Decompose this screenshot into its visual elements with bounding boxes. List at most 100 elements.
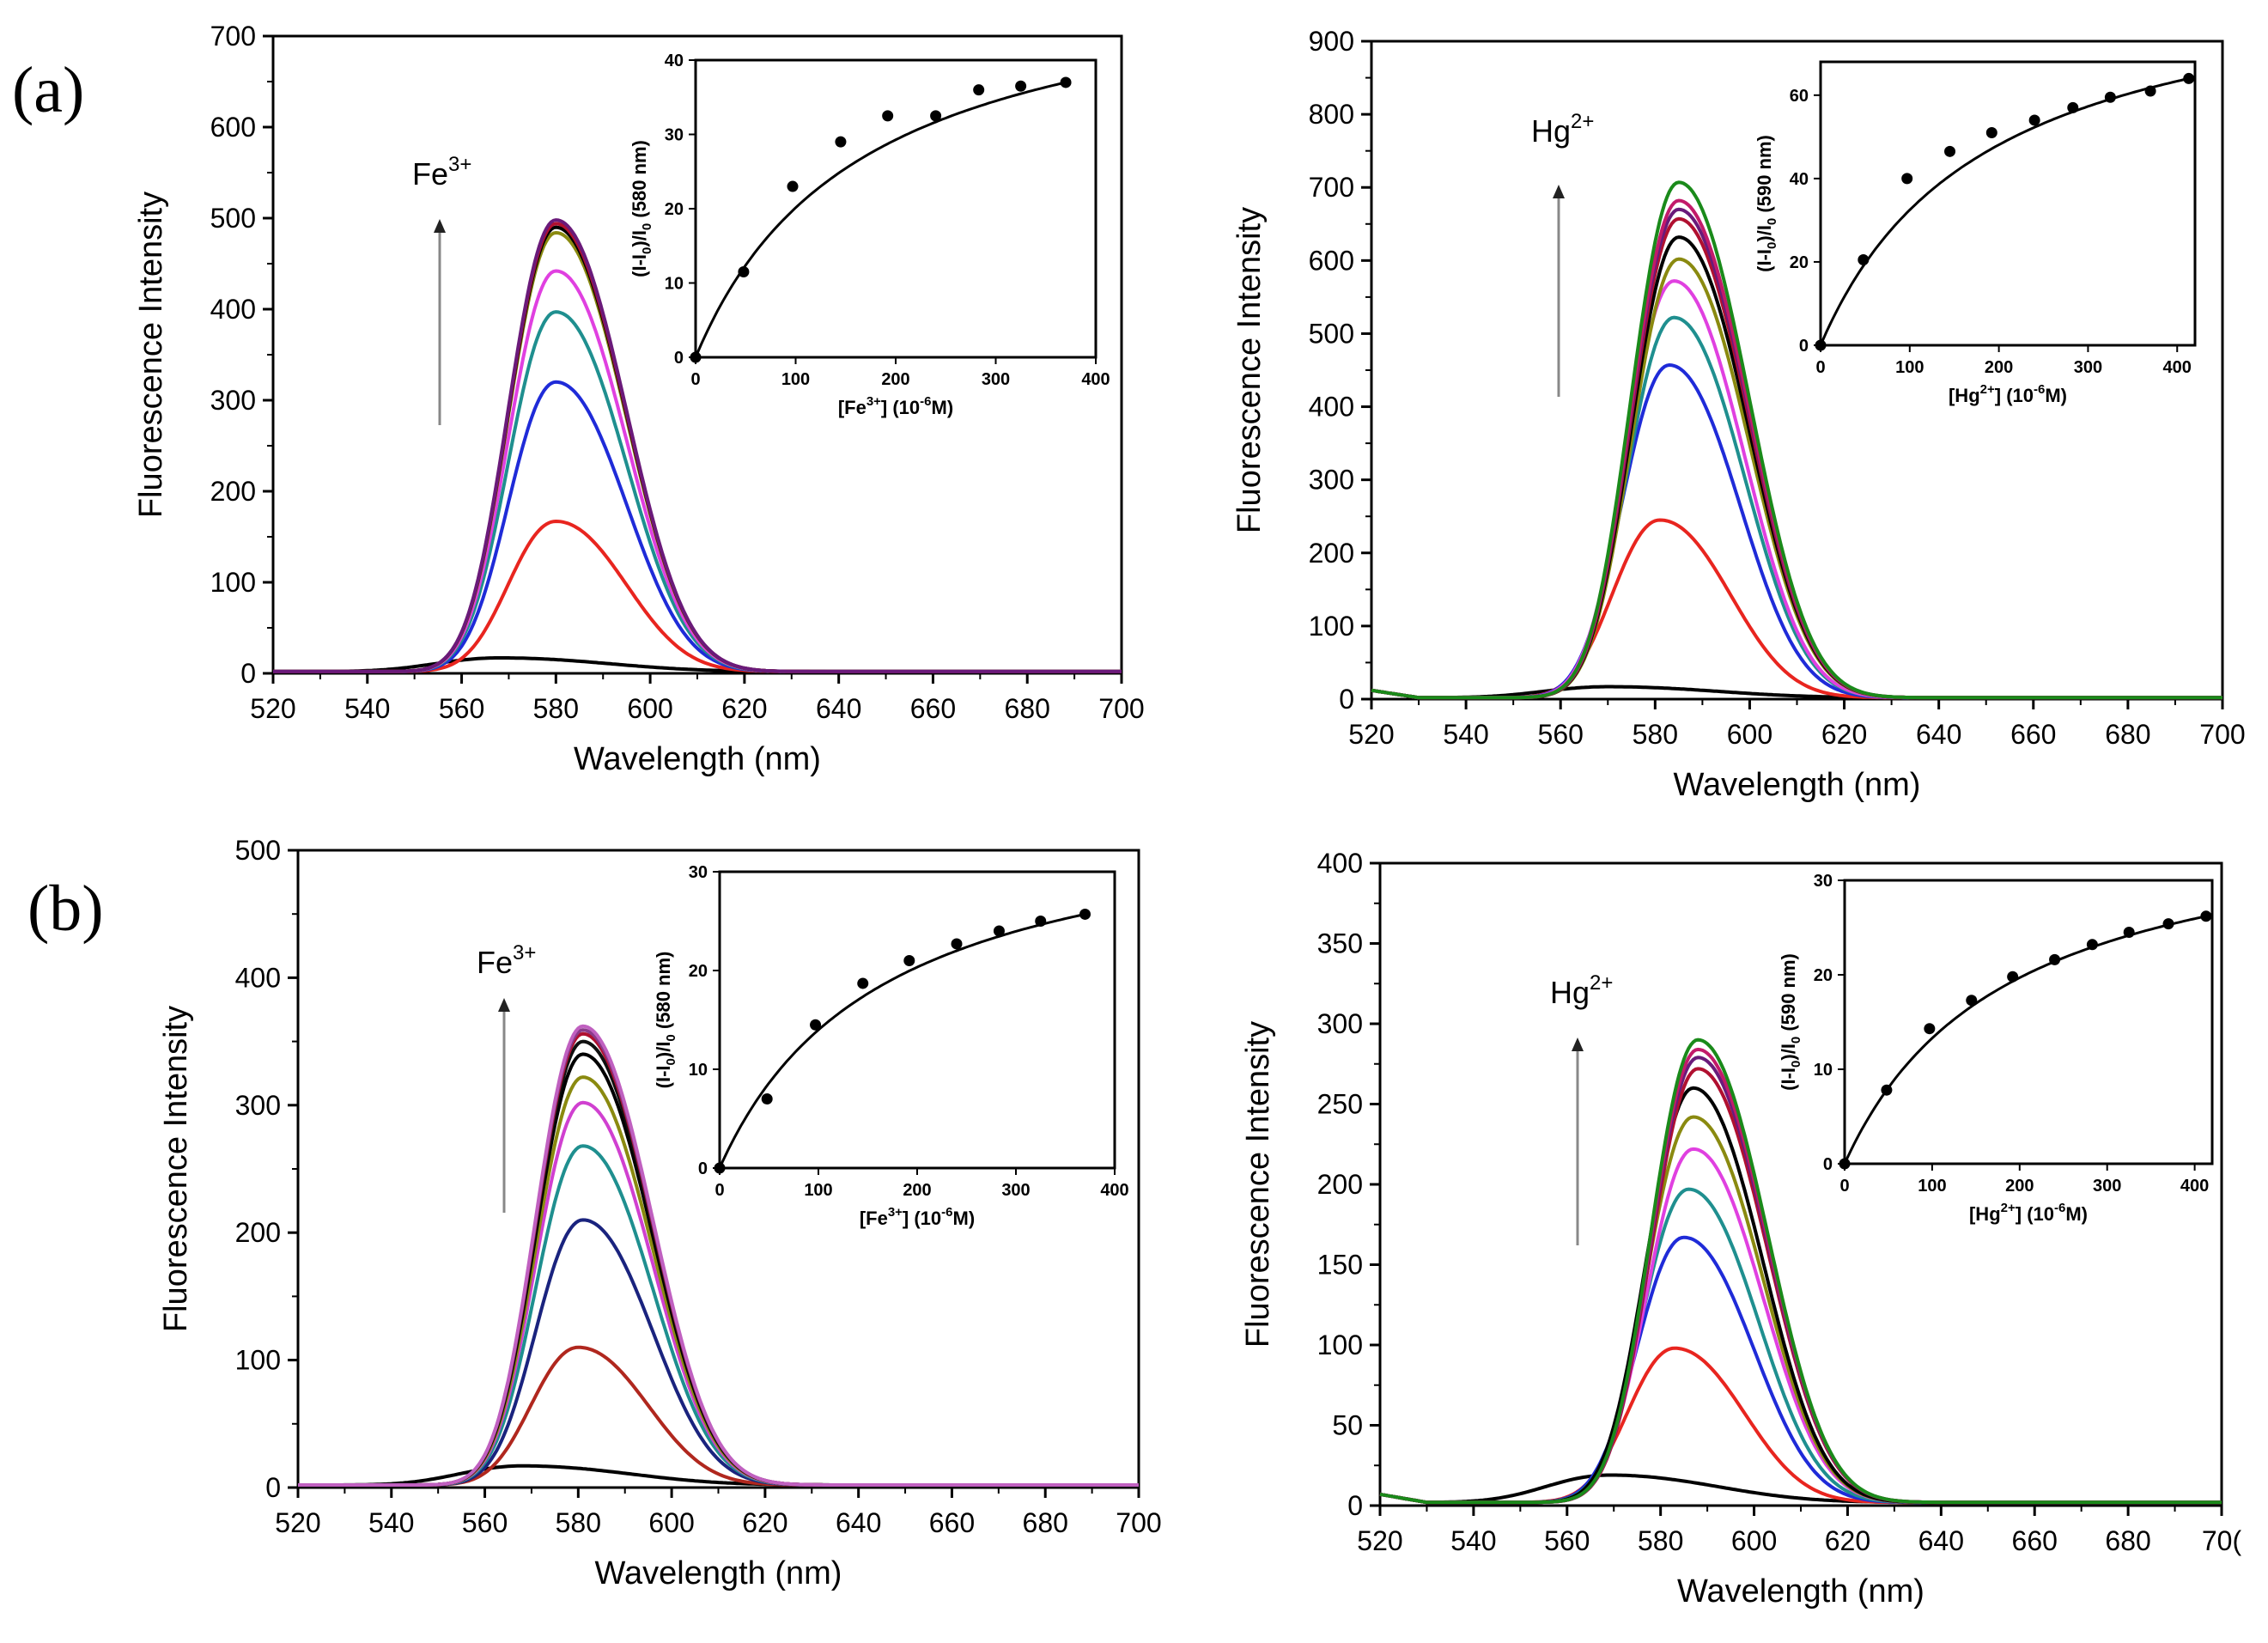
inset-y-tick-label: 30 — [1814, 872, 1833, 891]
x-tick-label: 620 — [742, 1507, 787, 1538]
inset-x-tick-label: 200 — [903, 1181, 931, 1200]
inset-x-tick-label: 200 — [1985, 358, 2013, 377]
y-tick-label: 300 — [210, 385, 256, 416]
x-tick-label: 560 — [1538, 719, 1584, 750]
y-tick-label: 300 — [235, 1090, 281, 1121]
y-tick-label: 300 — [1317, 1008, 1363, 1039]
spectrum-curve — [298, 1024, 1139, 1487]
inset-data-point — [857, 977, 869, 989]
inset-y-tick-label: 10 — [665, 275, 684, 294]
x-tick-label: 640 — [816, 693, 861, 724]
inset-data-point — [2049, 953, 2061, 965]
x-tick-label: 560 — [439, 693, 484, 724]
y-tick-label: 400 — [1317, 848, 1363, 879]
x-tick-label: 580 — [1633, 719, 1678, 750]
x-tick-label: 70( — [2202, 1525, 2242, 1556]
chart-panel-1: 520 540 560 580 600 620 640 660 680 7000100200300… — [133, 21, 1145, 777]
y-tick-label: 700 — [210, 21, 256, 52]
inset-frame — [1843, 879, 2214, 1165]
inset-fit-curve — [694, 80, 1069, 358]
inset-data-point — [2067, 101, 2079, 113]
y-tick-label: 150 — [1317, 1250, 1363, 1281]
inset-frame — [718, 870, 1116, 1170]
chart-panel-4: 520 540 560 580 600 620 640 660 680 70(0501001502… — [1240, 848, 2241, 1610]
spectrum-curve — [1371, 180, 2222, 700]
inset-data-point — [2183, 72, 2195, 84]
inset-frame — [694, 58, 1098, 359]
inset-x-tick-label: 0 — [714, 1181, 724, 1200]
x-tick-label: 680 — [2105, 719, 2150, 750]
chart-panel-3: 520 540 560 580 600 620 640 660 680 7000100200300… — [158, 835, 1162, 1591]
y-tick-label: 500 — [210, 203, 256, 234]
x-tick-label: 580 — [556, 1507, 601, 1538]
inset-x-tick-label: 300 — [982, 370, 1010, 389]
x-tick-label: 540 — [344, 693, 390, 724]
inset-x-axis-title: [Fe3+] (10-6M) — [838, 394, 953, 418]
y-tick-label: 0 — [1347, 1490, 1363, 1521]
inset-data-point — [738, 266, 750, 278]
inset-x-axis-title: [Fe3+] (10-6M) — [860, 1205, 975, 1229]
inset-y-tick-label: 0 — [1799, 337, 1809, 356]
inset-y-axis-title: (I-I0)/I0 (590 nm) — [1754, 135, 1779, 272]
inset-data-point — [1839, 1158, 1851, 1170]
inset-data-point — [2104, 91, 2116, 103]
spectrum-curve — [298, 1345, 1139, 1487]
arrow-head — [498, 998, 510, 1012]
y-tick-label: 600 — [1309, 245, 1354, 276]
inset-data-point — [714, 1162, 726, 1174]
inset-data-point — [903, 955, 915, 966]
y-axis-title: Fluorescence Intensity — [133, 192, 169, 518]
inset-y-tick-label: 20 — [1814, 966, 1833, 985]
panel-label-b: (b) — [27, 873, 104, 945]
spectrum-curve — [273, 218, 1122, 673]
inset-data-point — [930, 110, 942, 122]
inset-data-point — [1079, 908, 1091, 920]
spectrum-curve — [1379, 1038, 2222, 1505]
x-tick-label: 640 — [836, 1507, 881, 1538]
inset-data-point — [1060, 76, 1072, 88]
inset-y-tick-label: 20 — [689, 962, 708, 981]
y-tick-label: 200 — [235, 1217, 281, 1248]
inset-data-point — [2144, 85, 2156, 97]
x-tick-label: 600 — [1727, 719, 1772, 750]
panel-label-a: (a) — [12, 54, 85, 126]
x-tick-label: 660 — [2010, 719, 2056, 750]
inset-frame — [1819, 60, 2197, 347]
y-tick-label: 100 — [210, 567, 256, 598]
y-tick-label: 700 — [1309, 172, 1354, 203]
x-tick-label: 600 — [627, 693, 672, 724]
x-tick-label: 580 — [1638, 1525, 1683, 1556]
arrow-head — [434, 219, 446, 233]
y-tick-label: 200 — [210, 476, 256, 507]
inset-x-tick-label: 300 — [2074, 358, 2102, 377]
y-tick-label: 400 — [210, 294, 256, 325]
x-axis-title: Wavelength (nm) — [1674, 767, 1921, 803]
inset-data-point — [993, 925, 1005, 937]
inset-x-tick-label: 0 — [1839, 1177, 1849, 1196]
inset-y-axis-title: (I-I0)/I0 (580 nm) — [629, 140, 654, 277]
x-tick-label: 680 — [1005, 693, 1050, 724]
arrow-head — [1572, 1038, 1584, 1051]
spectrum-curve — [273, 310, 1122, 673]
x-tick-label: 620 — [1825, 1525, 1870, 1556]
inset-x-tick-label: 300 — [1001, 1181, 1030, 1200]
x-axis-title: Wavelength (nm) — [1677, 1573, 1924, 1610]
x-tick-label: 600 — [648, 1507, 694, 1538]
y-tick-label: 0 — [265, 1472, 281, 1503]
y-tick-label: 50 — [1332, 1410, 1363, 1441]
x-tick-label: 700 — [1116, 1507, 1161, 1538]
x-tick-label: 600 — [1731, 1525, 1777, 1556]
y-tick-label: 300 — [1309, 465, 1354, 496]
inset-x-axis-title: [Hg2+] (10-6M) — [1949, 382, 2067, 406]
inset-data-point — [1035, 916, 1047, 927]
x-tick-label: 660 — [2012, 1525, 2058, 1556]
inset-data-point — [1858, 254, 1870, 266]
spectrum-curve — [1379, 1115, 2222, 1505]
inset-data-point — [2200, 910, 2212, 922]
y-tick-label: 200 — [1309, 538, 1354, 569]
x-tick-label: 520 — [275, 1507, 320, 1538]
y-tick-label: 250 — [1317, 1089, 1363, 1120]
inset-y-tick-label: 60 — [1790, 87, 1809, 106]
x-tick-label: 680 — [1023, 1507, 1068, 1538]
